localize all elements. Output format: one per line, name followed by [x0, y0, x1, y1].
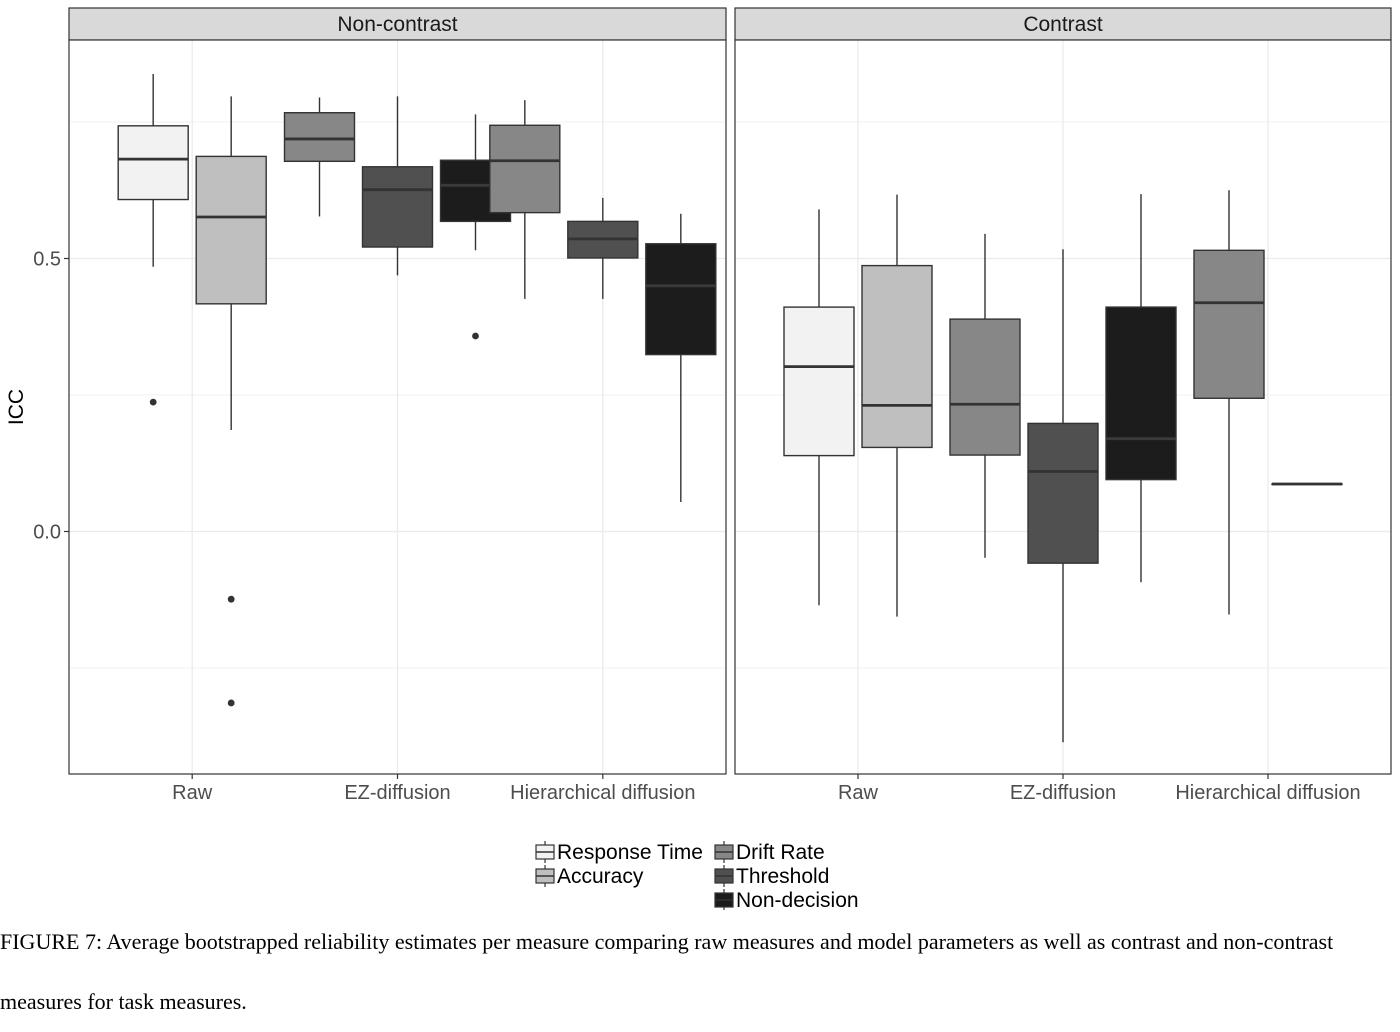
facet-strip: [68, 7, 727, 41]
box-threshold: [567, 197, 639, 299]
box-response-time: [117, 73, 189, 406]
box-body: [645, 243, 717, 356]
box-body: [1027, 422, 1099, 564]
facet-title: Contrast: [1023, 13, 1103, 36]
box-body: [361, 166, 434, 248]
box-body: [783, 306, 855, 457]
box-threshold: [361, 96, 434, 276]
box-non-decision: [1105, 194, 1177, 583]
box-drift-rate: [283, 97, 356, 217]
figure: 0.5 0.0 Non-contrast Raw EZ-diffusion Hierarc…: [0, 7, 1392, 1014]
outlier-point: [227, 595, 235, 603]
box-accuracy: [195, 96, 267, 707]
box-body: [489, 124, 561, 214]
box-drift-rate: [949, 233, 1021, 558]
facet-panel: Non-contrast Raw EZ-diffusion Hierarchical …: [68, 7, 727, 804]
facet-strip: [734, 7, 1392, 41]
box-body: [1193, 249, 1265, 399]
box-threshold: [1271, 482, 1343, 486]
x-tick-label: Hierarchical diffusion: [1175, 782, 1360, 804]
x-tick-label: Raw: [838, 782, 879, 804]
y-tick-label: 0.0: [33, 522, 61, 544]
outlier-point: [227, 699, 235, 707]
y-tick-label: 0.5: [33, 249, 61, 271]
legend-item: Threshold: [714, 865, 829, 888]
outlier-point: [149, 398, 157, 406]
x-tick-label: Raw: [172, 782, 213, 804]
outlier-point: [472, 332, 479, 340]
legend-label: Non-decision: [736, 889, 859, 910]
x-tick-label: EZ-diffusion: [344, 782, 450, 804]
legend-item: Accuracy: [535, 865, 644, 888]
box-body: [949, 318, 1021, 456]
facet-panel: Contrast Raw EZ-diffusion Hierarchical diff…: [734, 7, 1392, 804]
legend-label: Accuracy: [557, 865, 644, 888]
legend-item: Response Time: [535, 841, 703, 864]
box-body: [195, 155, 267, 305]
y-axis-title: ICC: [5, 389, 28, 425]
legend-label: Threshold: [736, 865, 829, 888]
box-body: [283, 112, 356, 163]
box-body: [1105, 306, 1177, 481]
legend-item: Non-decision: [714, 889, 859, 912]
y-axis: 0.5 0.0: [33, 249, 69, 544]
figure-caption: FIGURE 7: Average bootstrapped reliabili…: [0, 929, 1334, 1014]
box-body: [117, 125, 189, 201]
boxplot-chart: 0.5 0.0 Non-contrast Raw EZ-diffusion Hierarc…: [5, 7, 1392, 912]
box-body: [861, 264, 933, 449]
box-accuracy: [861, 194, 933, 617]
box-non-decision: [645, 213, 717, 503]
box-drift-rate: [1193, 190, 1265, 615]
legend-label: Drift Rate: [736, 841, 825, 864]
legend-item: Drift Rate: [714, 841, 825, 864]
x-tick-label: Hierarchical diffusion: [510, 782, 695, 804]
box-threshold: [1027, 249, 1099, 743]
box-drift-rate: [489, 100, 561, 299]
facet-title: Non-contrast: [337, 13, 457, 36]
x-tick-label: EZ-diffusion: [1010, 782, 1116, 804]
legend-label: Response Time: [557, 841, 703, 864]
box-response-time: [783, 209, 855, 606]
